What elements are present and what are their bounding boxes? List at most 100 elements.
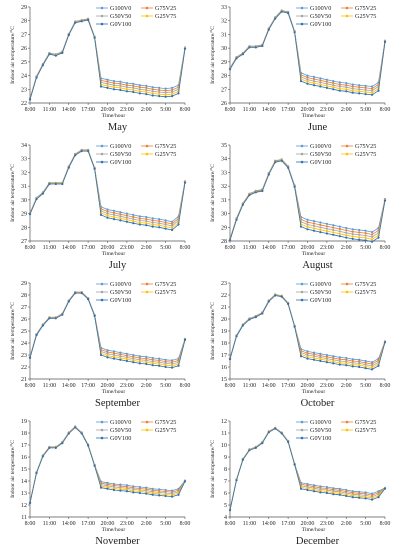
data-point-g50v50 [364,363,367,366]
data-point-g75v25 [351,85,354,88]
data-point-g0v100 [151,493,154,496]
data-point-g0v100 [261,312,264,315]
data-point-g0v100 [371,93,374,96]
data-point-g0v100 [99,486,103,489]
data-point-g75v25 [319,354,322,357]
legend-label: G100V0 [310,281,331,288]
x-axis-title: Time/hour [302,113,326,119]
data-point-g50v50 [345,231,348,234]
data-point-g25v75 [358,364,361,367]
data-point-g0v100 [383,341,387,344]
data-point-g75v25 [151,219,154,222]
y-tick-label: 26 [21,46,27,52]
legend-label: G75V25 [155,281,176,288]
x-tick-label: 2:00 [341,383,352,389]
data-point-g100v0 [138,215,141,218]
y-tick-label: 31 [21,184,27,190]
data-point-g100v0 [364,84,367,87]
data-point-g75v25 [371,87,374,90]
x-tick-label: 8:00 [380,521,391,527]
data-point-g0v100 [164,95,167,98]
data-point-g75v25 [112,82,116,85]
data-point-g0v100 [364,367,367,370]
x-tick-label: 2:00 [341,521,352,527]
legend-label: G25V75 [355,427,376,434]
data-point-g50v50 [345,86,348,89]
data-point-g100v0 [158,218,161,221]
data-point-g100v0 [145,84,148,87]
x-tick-label: 8:00 [25,521,36,527]
data-point-g75v25 [112,352,116,355]
data-point-g75v25 [119,213,122,216]
data-point-g0v100 [332,88,335,91]
y-tick-label: 35 [221,143,227,149]
data-point-g0v100 [325,491,328,495]
data-point-g0v100 [87,444,90,447]
data-point-g0v100 [151,94,154,97]
data-point-g0v100 [158,364,161,367]
data-point-g100v0 [125,212,128,215]
y-tick-label: 28 [221,74,227,80]
data-point-g0v100 [248,318,251,321]
data-point-g0v100 [80,150,83,153]
x-tick-label: 8:00 [225,107,236,113]
x-tick-label: 5:00 [360,521,371,527]
data-point-g0v100 [267,431,270,434]
legend-swatch-marker [100,144,104,148]
data-point-g0v100 [280,295,283,298]
y-tick-label: 23 [21,87,27,93]
data-point-g75v25 [338,358,341,361]
month-caption: July [109,260,127,271]
data-point-g25v75 [325,84,328,87]
legend-label: G100V0 [310,143,331,150]
data-point-g25v75 [306,355,309,358]
data-point-g0v100 [364,497,367,500]
legend-swatch-marker [300,144,304,148]
data-point-g100v0 [332,355,335,358]
legend-swatch-marker [300,282,304,286]
legend-label: G0V100 [310,21,331,28]
legend-swatch-marker [300,436,304,440]
data-point-g25v75 [345,234,348,237]
legend-swatch-marker [300,290,304,294]
y-tick-label: 29 [221,60,227,66]
data-point-g0v100 [241,324,244,327]
data-point-g0v100 [319,231,322,234]
data-point-g0v100 [345,90,348,93]
data-point-g100v0 [345,356,348,360]
data-point-g0v100 [338,235,341,238]
data-point-g50v50 [125,86,128,89]
data-point-g25v75 [364,365,367,368]
data-point-g100v0 [325,353,328,357]
data-point-g0v100 [61,182,64,186]
data-point-g100v0 [364,359,367,363]
data-point-g25v75 [164,93,167,96]
legend-swatch-marker [300,298,304,302]
data-point-g100v0 [106,78,109,81]
data-point-g75v25 [364,86,367,89]
data-point-g75v25 [164,221,167,224]
y-tick-label: 28 [21,225,27,231]
x-axis-title: Time/hour [102,113,126,119]
data-point-g100v0 [319,221,322,224]
data-point-g100v0 [132,353,135,357]
data-point-g100v0 [371,85,374,88]
y-tick-label: 14 [21,479,27,485]
data-point-g50v50 [125,356,128,359]
data-point-g0v100 [293,325,296,328]
data-point-g100v0 [151,217,154,220]
data-point-g100v0 [125,82,128,85]
data-point-g100v0 [171,86,174,89]
y-tick-label: 28 [221,239,227,245]
data-point-g25v75 [138,90,141,93]
y-tick-label: 19 [21,419,27,425]
x-tick-label: 23:00 [320,245,334,251]
y-tick-label: 6 [224,491,227,497]
data-point-g0v100 [274,17,277,20]
data-point-g100v0 [151,86,154,89]
data-point-g50v50 [332,84,335,87]
x-tick-label: 8:00 [225,521,236,527]
legend-label: G25V75 [355,13,376,20]
series-line-g0v100 [29,426,186,504]
month-caption: May [108,122,128,133]
